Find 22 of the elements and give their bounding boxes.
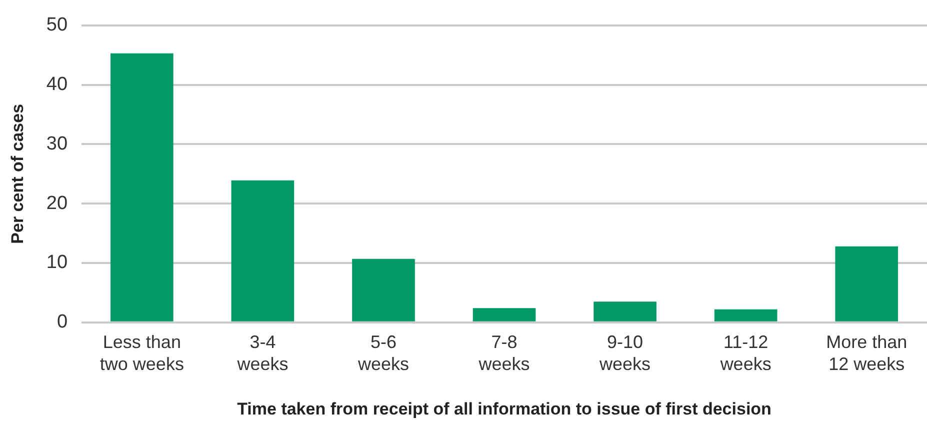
bar [714,309,778,322]
x-axis-title: Time taken from receipt of all information to issue of first decision [237,399,772,418]
bar [110,53,174,322]
x-tick-label: 7-8 weeks [478,332,530,374]
x-tick-label: Less than two weeks [100,332,184,374]
x-tick-label: 5-6 weeks [356,332,409,374]
y-tick-label: 20 [46,192,68,214]
bar [472,308,536,322]
y-tick-label: 10 [46,252,68,274]
bar [231,180,294,322]
x-tick-label: 11-12 weeks [719,332,772,374]
bar [352,258,415,322]
x-tick-label: 3-4 weeks [236,332,288,374]
y-tick-label: 30 [46,133,68,154]
y-tick-label: 40 [46,74,68,96]
y-axis-title: Per cent of cases [8,104,27,244]
x-tick-label: 9-10 weeks [598,332,651,374]
x-tick-label: More than 12 weeks [826,332,908,374]
y-tick-label: 0 [56,312,68,333]
y-tick-label: 50 [46,14,68,36]
bar [594,302,656,322]
bar [835,246,898,322]
